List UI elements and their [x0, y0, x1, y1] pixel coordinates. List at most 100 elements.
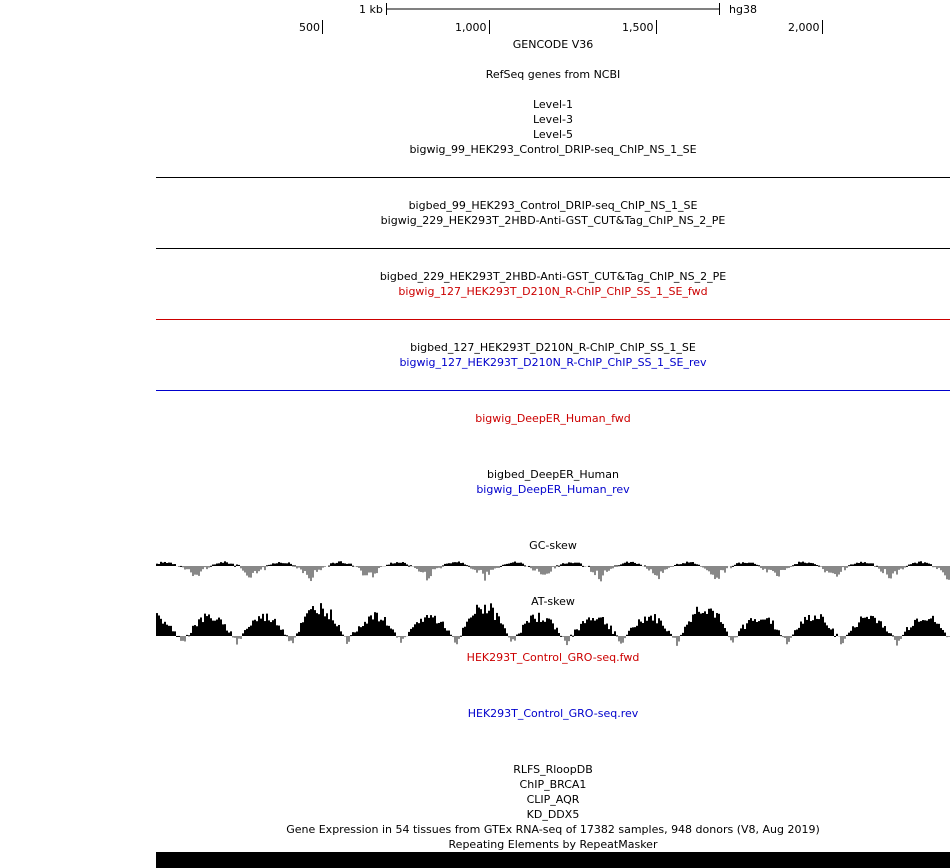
skew-bar [160, 618, 162, 636]
skew-bar [364, 621, 366, 636]
skew-bar [688, 562, 690, 566]
skew-bar [158, 563, 160, 566]
skew-bar [938, 623, 940, 636]
skew-bar [820, 614, 822, 636]
skew-bar [204, 613, 206, 636]
track-label-gro-seq-fwd[interactable]: HEK293T_Control_GRO-seq.fwd [466, 651, 640, 664]
skew-bar [482, 566, 484, 574]
skew-bar [766, 618, 768, 636]
skew-bar [476, 566, 478, 573]
skew-bar [600, 566, 602, 582]
track-label-rlfs[interactable]: RLFS_RloopDB [513, 763, 593, 776]
skew-bar [164, 621, 166, 636]
skew-bar [500, 623, 502, 636]
skew-bar [304, 616, 306, 636]
track-label-refseq[interactable]: RefSeq genes from NCBI [485, 68, 621, 81]
skew-bar [486, 613, 488, 636]
skew-bar [860, 561, 862, 566]
skew-bar [430, 566, 432, 577]
skew-bar [272, 620, 274, 636]
track-baseline-bigwig-229 [156, 248, 950, 249]
skew-bar [408, 631, 410, 636]
ruler-scale-bar [322, 3, 823, 34]
skew-bar [466, 621, 468, 636]
track-label-deeper-fwd[interactable]: bigwig_DeepER_Human_fwd [475, 412, 631, 425]
skew-bar [816, 564, 818, 566]
skew-bar [520, 562, 522, 566]
skew-bar [308, 566, 310, 579]
skew-bar [240, 566, 242, 569]
skew-bar [726, 566, 728, 569]
skew-bar [714, 617, 716, 636]
track-label-bigbed-127[interactable]: bigbed_127_HEK293T_D210N_R-ChIP_ChIP_SS_… [410, 341, 696, 354]
skew-bar [480, 609, 482, 636]
skew-bar [510, 562, 512, 566]
track-label-deeper-bigbed[interactable]: bigbed_DeepER_Human [486, 468, 619, 481]
skew-bar [728, 636, 730, 638]
skew-bar [906, 627, 908, 636]
track-label-at-skew[interactable]: AT-skew [531, 595, 575, 608]
track-label-bigwig-127-fwd[interactable]: bigwig_127_HEK293T_D210N_R-ChIP_ChIP_SS_… [398, 285, 708, 298]
skew-bar [304, 566, 306, 572]
skew-bar [852, 564, 854, 566]
skew-bar [338, 624, 340, 636]
skew-bar [518, 562, 520, 566]
skew-bar [372, 566, 374, 578]
skew-bar [382, 620, 384, 636]
skew-bar [898, 636, 900, 641]
skew-bar [816, 618, 818, 636]
track-label-repeatmasker[interactable]: Repeating Elements by RepeatMasker [448, 838, 658, 851]
skew-bar [856, 562, 858, 566]
track-label-chip-brca1[interactable]: ChIP_BRCA1 [519, 778, 587, 791]
skew-bar [848, 632, 850, 636]
skew-bar [922, 620, 924, 636]
repeatmasker-track-bar[interactable] [156, 852, 950, 868]
skew-bar [666, 631, 668, 636]
skew-bar [322, 608, 324, 636]
skew-bar [764, 619, 766, 636]
skew-bar [366, 623, 368, 636]
track-label-level3[interactable]: Level-3 [532, 113, 573, 126]
track-label-gencode[interactable]: GENCODE V36 [512, 38, 594, 51]
track-label-bigwig-99[interactable]: bigwig_99_HEK293_Control_DRIP-seq_ChIP_N… [409, 143, 697, 156]
skew-bar [794, 564, 796, 566]
track-label-level1[interactable]: Level-1 [532, 98, 573, 111]
track-label-kd-ddx5[interactable]: KD_DDX5 [526, 808, 580, 821]
skew-bar [400, 636, 402, 643]
track-label-bigwig-229[interactable]: bigwig_229_HEK293T_2HBD-Anti-GST_CUT&Tag… [380, 214, 726, 227]
skew-bar [702, 566, 704, 568]
skew-bar [418, 623, 420, 636]
track-label-bigbed-99[interactable]: bigbed_99_HEK293_Control_DRIP-seq_ChIP_N… [408, 199, 698, 212]
track-label-gro-seq-rev[interactable]: HEK293T_Control_GRO-seq.rev [467, 707, 639, 720]
skew-bar [478, 566, 480, 571]
skew-bar [390, 628, 392, 636]
track-baseline-bigwig-127-fwd [156, 319, 950, 320]
skew-bar [608, 566, 610, 571]
skew-bar [360, 566, 362, 571]
skew-bar [902, 566, 904, 570]
skew-bar [478, 607, 480, 636]
skew-bar [754, 619, 756, 636]
skew-bar [732, 636, 734, 643]
track-label-bigbed-229[interactable]: bigbed_229_HEK293T_2HBD-Anti-GST_CUT&Tag… [379, 270, 727, 283]
skew-bar [916, 563, 918, 566]
track-label-deeper-rev[interactable]: bigwig_DeepER_Human_rev [476, 483, 630, 496]
skew-bar [558, 633, 560, 636]
skew-bar [532, 566, 534, 571]
skew-bar [796, 564, 798, 566]
track-label-gc-skew[interactable]: GC-skew [529, 539, 577, 552]
track-label-clip-aqr[interactable]: CLIP_AQR [526, 793, 580, 806]
track-label-bigwig-127-rev[interactable]: bigwig_127_HEK293T_D210N_R-ChIP_ChIP_SS_… [399, 356, 707, 369]
skew-bar [596, 619, 598, 636]
skew-bar [750, 562, 752, 566]
skew-bar [674, 636, 676, 638]
skew-bar [426, 566, 428, 581]
track-label-level5[interactable]: Level-5 [532, 128, 573, 141]
skew-bar [314, 566, 316, 571]
skew-bar [678, 564, 680, 566]
skew-bar [894, 566, 896, 572]
skew-bar [556, 627, 558, 636]
skew-bar [746, 563, 748, 566]
track-label-gtex[interactable]: Gene Expression in 54 tissues from GTEx … [286, 823, 820, 836]
skew-bar [530, 615, 532, 636]
